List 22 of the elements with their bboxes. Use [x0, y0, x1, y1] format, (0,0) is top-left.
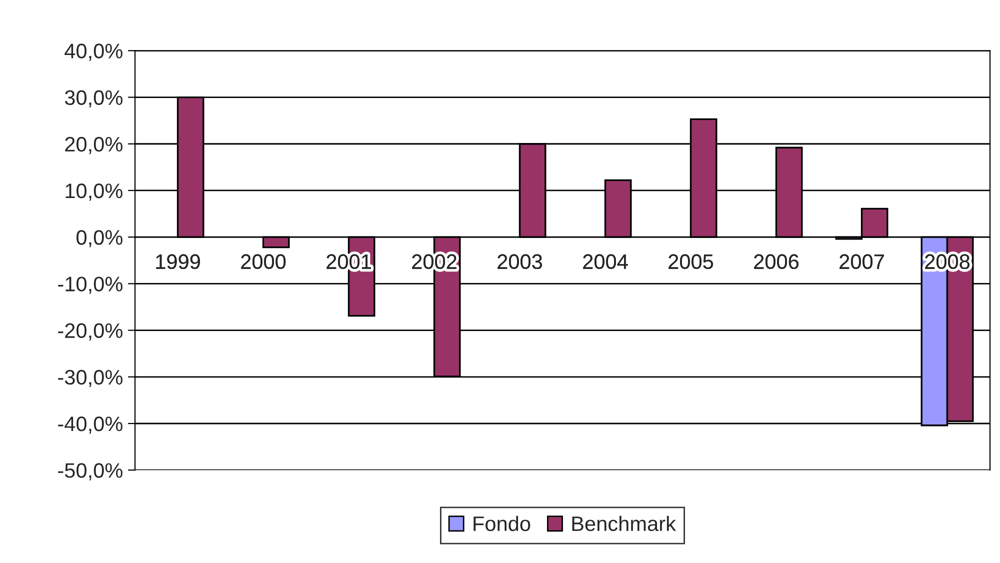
- y-tick-label: -30,0%: [58, 370, 122, 388]
- x-tick-label: 2006: [754, 254, 799, 270]
- legend-label: Fondo: [474, 516, 530, 532]
- x-tick-label: 2000: [241, 254, 286, 270]
- y-tick-label: 20,0%: [65, 136, 122, 154]
- legend-label: Benchmark: [572, 516, 676, 532]
- y-tick-label: -20,0%: [58, 323, 122, 341]
- y-tick-label: 30,0%: [64, 90, 122, 108]
- y-tick-label: 0,0%: [76, 230, 122, 248]
- x-tick-label: 2002: [412, 254, 456, 270]
- x-tick-label: 2008: [925, 254, 970, 270]
- x-tick-label: 2007: [840, 254, 884, 270]
- y-tick-label: 40,0%: [64, 44, 122, 61]
- x-tick-label: 2003: [498, 254, 542, 270]
- x-tick-label: 2001: [326, 254, 371, 270]
- y-tick-label: -50,0%: [58, 463, 122, 480]
- y-tick-label: -10,0%: [58, 276, 122, 294]
- x-tick-label: 2004: [583, 254, 628, 270]
- x-tick-label: 2005: [668, 254, 714, 270]
- x-tick-label: 1999: [156, 254, 200, 270]
- y-tick-label: 10,0%: [66, 183, 122, 201]
- y-tick-label: -40,0%: [58, 416, 122, 434]
